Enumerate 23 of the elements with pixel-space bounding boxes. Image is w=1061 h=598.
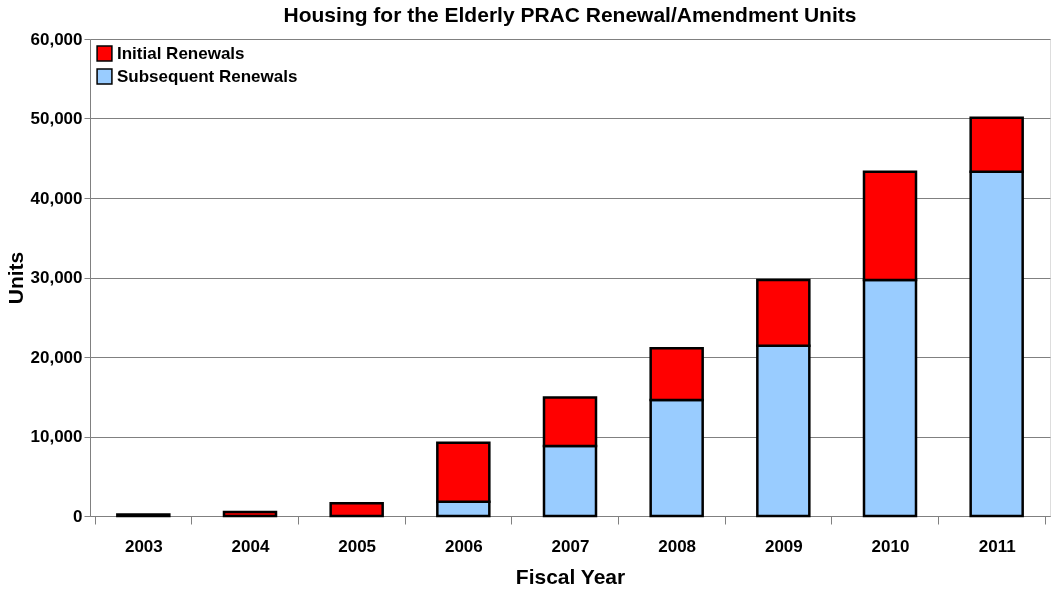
y-tick-label: 40,000	[30, 188, 83, 208]
x-axis-title: Fiscal Year	[515, 564, 626, 588]
y-tick-label: 20,000	[30, 347, 83, 367]
legend-label: Subsequent Renewals	[117, 66, 298, 86]
x-tick-label: 2007	[551, 536, 590, 556]
y-axis-title: Units	[3, 251, 27, 305]
x-tick-label: 2011	[978, 536, 1016, 556]
y-tick-label: 50,000	[30, 109, 83, 128]
chart-title: Housing for the Elderly PRAC Renewal/Amendment Units	[283, 3, 857, 26]
legend-label: Initial Renewals	[117, 43, 245, 63]
x-tick-label: 2004	[231, 536, 270, 556]
y-tick-label: 10,000	[30, 427, 83, 446]
x-tick-label: 2008	[658, 536, 697, 556]
x-tick-label: 2009	[764, 536, 803, 556]
x-tick-label: 2010	[871, 536, 910, 556]
y-tick-label: 60,000	[30, 29, 83, 49]
y-tick-label: 30,000	[30, 268, 83, 287]
x-tick-label: 2006	[444, 536, 483, 556]
x-tick-label: 2003	[124, 536, 163, 556]
x-tick-label: 2005	[338, 536, 377, 556]
y-tick-label: 0	[73, 506, 83, 526]
bar	[329, 502, 384, 518]
bar	[222, 510, 278, 518]
